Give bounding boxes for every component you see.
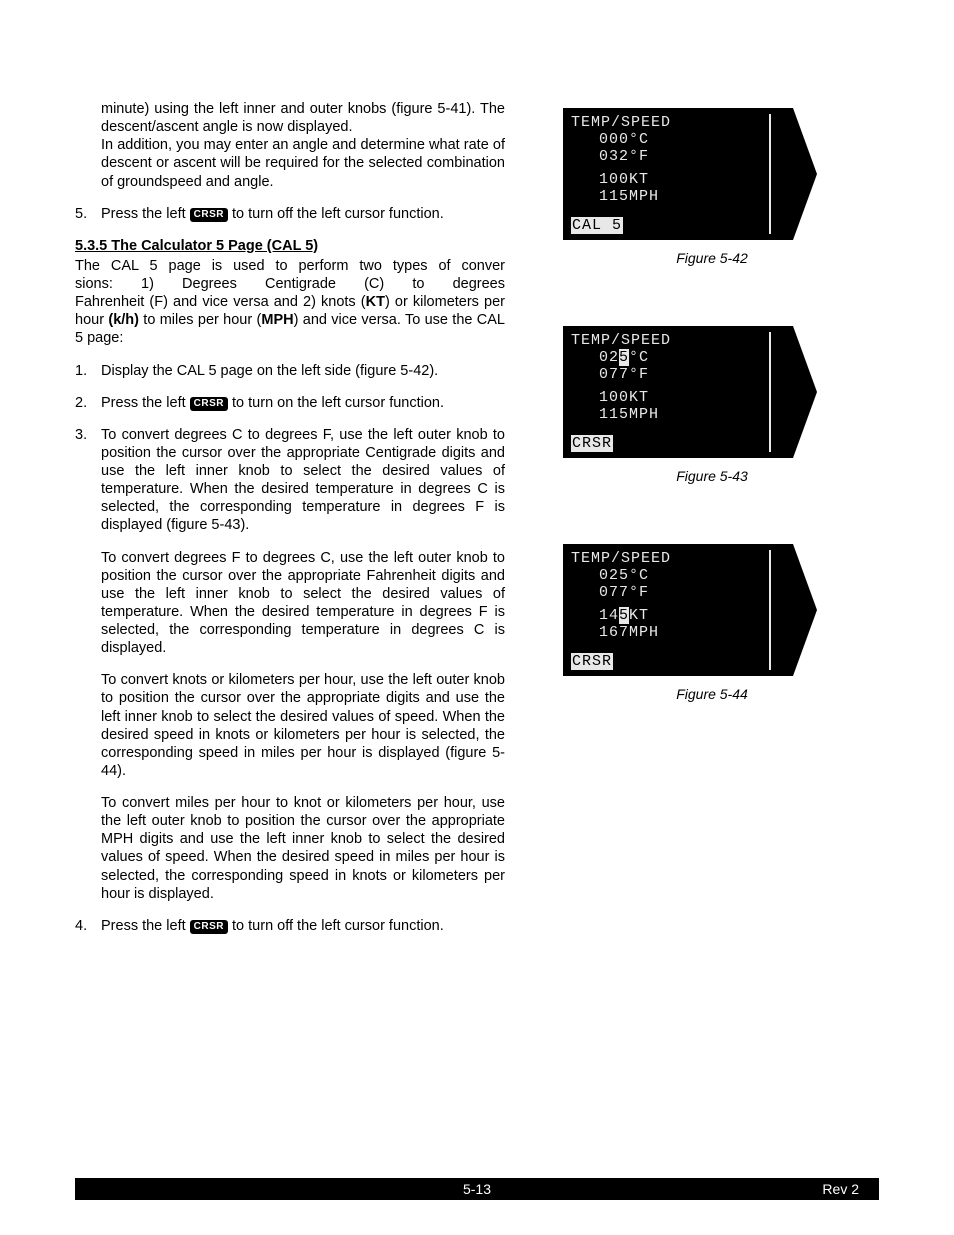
step-3-p2: To convert degrees F to degrees C, use t… <box>101 549 505 658</box>
step-1-num: 1. <box>75 362 101 380</box>
step-4-text-a: Press the left <box>101 918 190 934</box>
f43-l4: 100KT <box>571 389 765 406</box>
f44-l3: 077°F <box>571 584 765 601</box>
cal5-intro-a: The CAL 5 page is used to perform two ty… <box>75 257 505 275</box>
step-3-p1: To convert degrees C to degrees F, use t… <box>101 426 505 535</box>
f44-title: TEMP/SPEED <box>571 550 765 567</box>
step-1-body: Display the CAL 5 page on the left side … <box>101 362 505 380</box>
figure-5-44: TEMP/SPEED 025°C 077°F 145KT 167MPH CRSR… <box>545 544 879 702</box>
screen-42: TEMP/SPEED 000°C 032°F 100KT 115MPH CAL … <box>563 108 793 240</box>
cal5-mph: MPH <box>261 312 293 328</box>
f42-title: TEMP/SPEED <box>571 114 765 131</box>
step-2-text-b: to turn on the left cursor function. <box>228 395 444 411</box>
step-4-body: Press the left CRSR to turn off the left… <box>101 917 505 935</box>
f43-l2a: 02 <box>599 349 619 366</box>
crsr-icon: CRSR <box>190 397 228 412</box>
step-5-text-b: to turn off the left cursor function. <box>228 206 444 222</box>
figure-5-42: TEMP/SPEED 000°C 032°F 100KT 115MPH CAL … <box>545 108 879 266</box>
cal5-kt: KT <box>366 294 385 310</box>
arrow-icon <box>793 326 817 458</box>
f44-bottom: CRSR <box>571 653 613 670</box>
intro-line-b: In addition, you may enter an angle and … <box>101 137 505 189</box>
content-columns: minute) using the left inner and outer k… <box>75 100 879 949</box>
step-3-p3: To convert knots or kilometers per hour,… <box>101 671 505 780</box>
f43-l2: 025°C <box>571 349 765 366</box>
intro-paragraph: minute) using the left inner and outer k… <box>101 100 505 191</box>
screen-divider <box>769 550 771 670</box>
step-5-num: 5. <box>75 205 101 223</box>
step-4-text-b: to turn off the left cursor function. <box>228 918 444 934</box>
f44-l4b: KT <box>629 607 649 624</box>
step-5: 5. Press the left CRSR to turn off the l… <box>75 205 505 223</box>
f42-l3: 032°F <box>571 148 765 165</box>
step-4: 4. Press the left CRSR to turn off the l… <box>75 917 505 935</box>
f42-l5: 115MPH <box>571 188 765 205</box>
step-3-body: To convert degrees C to degrees F, use t… <box>101 426 505 903</box>
f43-l3: 077°F <box>571 366 765 383</box>
left-column: minute) using the left inner and outer k… <box>75 100 505 949</box>
cal5-intro-c: Fahrenheit (F) and vice versa and 2) kno… <box>75 294 366 310</box>
f44-l4: 145KT <box>571 607 765 624</box>
step-2: 2. Press the left CRSR to turn on the le… <box>75 394 505 412</box>
screen-44: TEMP/SPEED 025°C 077°F 145KT 167MPH CRSR <box>563 544 793 676</box>
f43-title: TEMP/SPEED <box>571 332 765 349</box>
figure-5-44-caption: Figure 5-44 <box>545 686 879 702</box>
figure-5-42-caption: Figure 5-42 <box>545 250 879 266</box>
intro-line-a: minute) using the left inner and outer k… <box>101 101 505 135</box>
cal5-intro: The CAL 5 page is used to perform two ty… <box>75 257 505 348</box>
f43-crsr-inv: CRSR <box>571 435 613 452</box>
crsr-icon: CRSR <box>190 208 228 223</box>
section-heading: 5.3.5 The Calculator 5 Page (CAL 5) <box>75 237 505 255</box>
screen-42-inner: TEMP/SPEED 000°C 032°F 100KT 115MPH CAL … <box>571 114 765 234</box>
arrow-icon <box>793 108 817 240</box>
f43-l5: 115MPH <box>571 406 765 423</box>
cal5-intro-e: to miles per hour ( <box>139 312 261 328</box>
f44-l4a: 14 <box>599 607 619 624</box>
step-5-body: Press the left CRSR to turn off the left… <box>101 205 505 223</box>
f42-l2: 000°C <box>571 131 765 148</box>
step-1: 1. Display the CAL 5 page on the left si… <box>75 362 505 380</box>
revision-label: Rev 2 <box>822 1181 859 1197</box>
f43-cursor-digit: 5 <box>619 349 629 366</box>
figure-5-43-caption: Figure 5-43 <box>545 468 879 484</box>
step-3: 3. To convert degrees C to degrees F, us… <box>75 426 505 903</box>
f42-bottom: CAL 5 <box>571 217 623 234</box>
f42-l4: 100KT <box>571 171 765 188</box>
screen-divider <box>769 332 771 452</box>
right-column: TEMP/SPEED 000°C 032°F 100KT 115MPH CAL … <box>545 100 879 949</box>
screen-43-inner: TEMP/SPEED 025°C 077°F 100KT 115MPH CRSR <box>571 332 765 452</box>
step-3-p4: To convert miles per hour to knot or kil… <box>101 794 505 903</box>
step-4-num: 4. <box>75 917 101 935</box>
screen-divider <box>769 114 771 234</box>
f44-l5: 167MPH <box>571 624 765 641</box>
f44-cursor-digit: 5 <box>619 607 629 624</box>
cal5-kh: (k/h) <box>108 312 139 328</box>
step-3-num: 3. <box>75 426 101 903</box>
f44-crsr-inv: CRSR <box>571 653 613 670</box>
step-5-text-a: Press the left <box>101 206 190 222</box>
page-footer: 5-13 Rev 2 <box>75 1178 879 1200</box>
step-2-text-a: Press the left <box>101 395 190 411</box>
crsr-icon: CRSR <box>190 920 228 935</box>
cal5-intro-b: sions: 1) Degrees Centigrade (C) to degr… <box>75 275 505 293</box>
step-2-num: 2. <box>75 394 101 412</box>
f43-bottom: CRSR <box>571 435 613 452</box>
page: minute) using the left inner and outer k… <box>0 0 954 1235</box>
f42-bottom-inv: CAL 5 <box>571 217 623 234</box>
screen-44-inner: TEMP/SPEED 025°C 077°F 145KT 167MPH CRSR <box>571 550 765 670</box>
screen-43: TEMP/SPEED 025°C 077°F 100KT 115MPH CRSR <box>563 326 793 458</box>
figure-5-43: TEMP/SPEED 025°C 077°F 100KT 115MPH CRSR… <box>545 326 879 484</box>
f43-l2b: °C <box>629 349 649 366</box>
f44-l2: 025°C <box>571 567 765 584</box>
step-2-body: Press the left CRSR to turn on the left … <box>101 394 505 412</box>
page-number: 5-13 <box>463 1181 491 1197</box>
arrow-icon <box>793 544 817 676</box>
